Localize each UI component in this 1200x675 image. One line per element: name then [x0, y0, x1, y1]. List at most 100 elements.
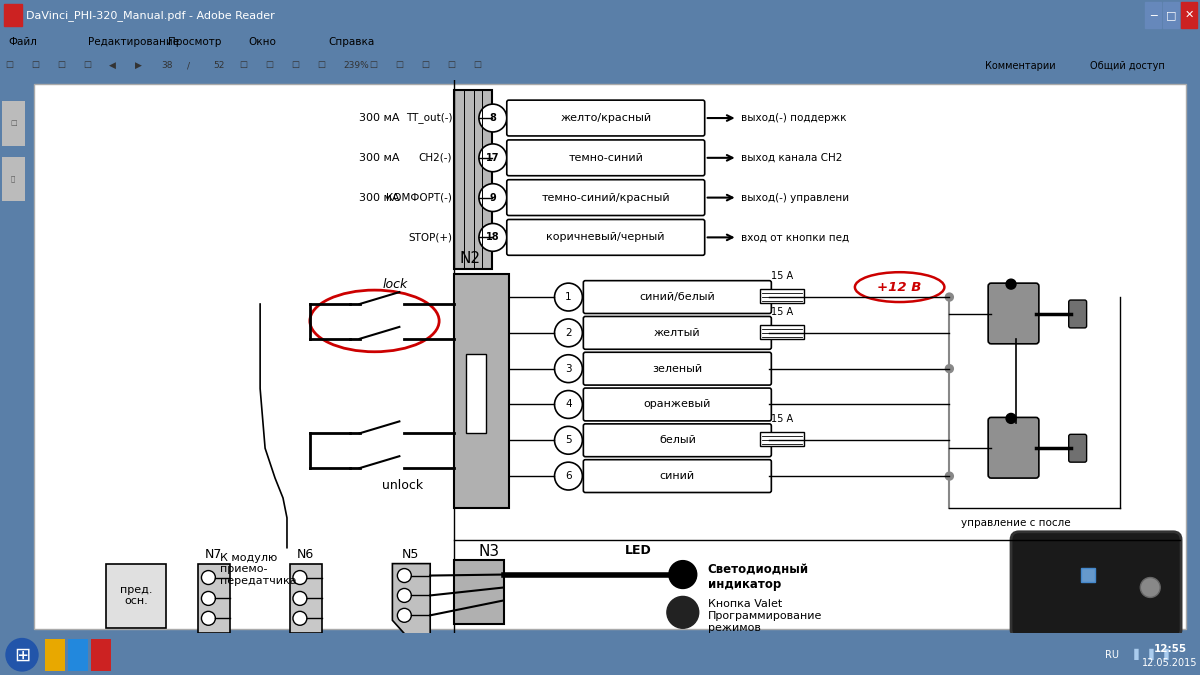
Circle shape [293, 591, 307, 605]
Bar [761, 325, 804, 339]
FancyBboxPatch shape [1069, 300, 1087, 328]
Text: 300 мА: 300 мА [359, 113, 400, 123]
Text: ☐: ☐ [31, 61, 40, 70]
Text: желто/красный: желто/красный [560, 113, 652, 123]
Text: Просмотр: Просмотр [168, 36, 221, 47]
Text: +12 В: +12 В [877, 281, 922, 294]
Circle shape [554, 355, 582, 383]
Circle shape [668, 561, 697, 589]
Bar [1145, 2, 1162, 28]
Circle shape [946, 364, 953, 373]
Text: 15 А: 15 А [772, 307, 793, 317]
Circle shape [479, 184, 506, 211]
Text: ☐: ☐ [58, 61, 65, 70]
Text: ☐: ☐ [370, 61, 377, 70]
Bar [68, 639, 88, 671]
Circle shape [479, 144, 506, 171]
Text: управление с после: управление с после [961, 518, 1070, 528]
Bar [46, 639, 65, 671]
Text: ☐: ☐ [239, 61, 247, 70]
Text: выход(-) поддержк: выход(-) поддержк [740, 113, 846, 123]
Text: RU: RU [1105, 650, 1120, 659]
Text: ☐: ☐ [421, 61, 430, 70]
Circle shape [397, 608, 412, 622]
Text: 38: 38 [161, 61, 173, 70]
Text: 18: 18 [486, 232, 499, 242]
Circle shape [554, 391, 582, 418]
Circle shape [397, 568, 412, 583]
FancyBboxPatch shape [583, 317, 772, 349]
FancyBboxPatch shape [1012, 532, 1181, 637]
Text: □: □ [10, 120, 17, 126]
Bar [454, 274, 509, 508]
Circle shape [202, 570, 215, 585]
Text: 12.05.2015: 12.05.2015 [1142, 658, 1198, 668]
Text: ◀: ◀ [109, 61, 116, 70]
Circle shape [293, 570, 307, 585]
Text: /: / [187, 61, 190, 70]
Bar [4, 4, 22, 26]
Circle shape [1140, 578, 1160, 597]
FancyBboxPatch shape [583, 281, 772, 313]
Bar [454, 90, 492, 269]
Text: 2: 2 [565, 328, 571, 338]
Text: DaVinci_PHI-320_Manual.pdf - Adobe Reader: DaVinci_PHI-320_Manual.pdf - Adobe Reade… [26, 9, 275, 21]
Circle shape [202, 612, 215, 625]
Text: ▐: ▐ [1130, 649, 1139, 660]
FancyBboxPatch shape [506, 180, 704, 215]
Circle shape [6, 639, 38, 671]
Text: Общий доступ: Общий доступ [1090, 61, 1165, 71]
Bar [454, 560, 504, 624]
Circle shape [667, 597, 698, 628]
Circle shape [479, 223, 506, 251]
Text: выход канала CH2: выход канала CH2 [740, 153, 842, 163]
Text: выход(-) управлени: выход(-) управлени [740, 192, 848, 202]
FancyBboxPatch shape [988, 283, 1039, 344]
Text: 15 А: 15 А [772, 414, 793, 425]
Text: К модулю
приемо-
передатчика: К модулю приемо- передатчика [221, 553, 296, 586]
Text: ☐: ☐ [5, 61, 13, 70]
Bar [2, 157, 24, 201]
Text: 🖇: 🖇 [11, 176, 16, 182]
Text: 300 мА: 300 мА [359, 153, 400, 163]
Text: ☐: ☐ [83, 61, 91, 70]
Text: Кнопка Valet
Программирование
режимов: Кнопка Valet Программирование режимов [708, 599, 822, 632]
FancyBboxPatch shape [506, 140, 704, 176]
FancyBboxPatch shape [583, 352, 772, 385]
Bar [1163, 2, 1178, 28]
Text: ☐: ☐ [265, 61, 274, 70]
Text: 239%: 239% [343, 61, 368, 70]
Text: N5: N5 [402, 547, 419, 561]
Text: Комментарии: Комментарии [985, 61, 1056, 71]
Text: N6: N6 [296, 547, 313, 561]
Bar [290, 564, 322, 633]
Text: N3: N3 [479, 544, 500, 559]
Circle shape [554, 427, 582, 454]
FancyBboxPatch shape [506, 219, 704, 255]
Text: ☐: ☐ [395, 61, 403, 70]
FancyBboxPatch shape [988, 417, 1039, 478]
Text: 4: 4 [565, 400, 571, 410]
Text: 15 А: 15 А [772, 271, 793, 281]
Text: вход от кнопки пед: вход от кнопки пед [740, 232, 848, 242]
Text: TT_out(-): TT_out(-) [406, 113, 452, 124]
Bar [466, 354, 486, 433]
Text: Светодиодный
индикатор: Светодиодный индикатор [708, 563, 809, 591]
Polygon shape [392, 564, 430, 640]
Text: темно-синий/красный: темно-синий/красный [541, 192, 670, 202]
Text: lock: lock [383, 277, 408, 291]
Text: пред.
осн.: пред. осн. [120, 585, 152, 606]
Text: КОМФОРТ(-): КОМФОРТ(-) [386, 192, 452, 202]
Text: синий/белый: синий/белый [640, 292, 715, 302]
Text: unlock: unlock [383, 479, 424, 491]
Circle shape [293, 612, 307, 625]
Text: ⊞: ⊞ [14, 645, 30, 664]
Text: 1: 1 [565, 292, 571, 302]
Circle shape [946, 472, 953, 480]
Text: STOP(+): STOP(+) [408, 232, 452, 242]
Bar [91, 639, 112, 671]
Text: ☐: ☐ [292, 61, 299, 70]
Bar [761, 289, 804, 303]
Text: ✕: ✕ [1184, 10, 1194, 20]
Text: 17: 17 [486, 153, 499, 163]
